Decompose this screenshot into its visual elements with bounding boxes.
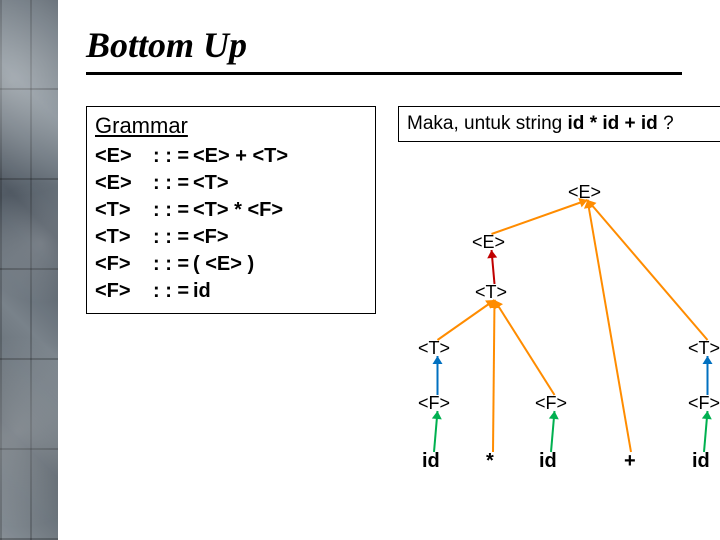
grammar-rule: <F>: : =( <E> ) bbox=[95, 251, 367, 278]
rule-op: : : = bbox=[153, 170, 193, 197]
grammar-box: Grammar <E>: : =<E> + <T><E>: : =<T><T>:… bbox=[86, 106, 376, 314]
tree-node: <T> bbox=[475, 282, 507, 303]
tree-node: <T> bbox=[418, 338, 450, 359]
tree-node: <E> bbox=[472, 232, 505, 253]
tree-node: <T> bbox=[688, 338, 720, 359]
tree-node: <E> bbox=[568, 182, 601, 203]
question-prefix: Maka, untuk string bbox=[407, 113, 568, 134]
rule-rhs: <T> bbox=[193, 170, 229, 197]
grammar-rule: <T>: : =<F> bbox=[95, 224, 367, 251]
tree-node: <F> bbox=[535, 393, 567, 414]
rule-rhs: <E> + <T> bbox=[193, 143, 288, 170]
grammar-heading: Grammar bbox=[95, 113, 367, 139]
grammar-rule: <E>: : =<T> bbox=[95, 170, 367, 197]
rule-lhs: <F> bbox=[95, 278, 153, 305]
tree-node: <F> bbox=[418, 393, 450, 414]
parse-tree: <E> <E> <T> <T> <T> <F> <F> <F> id * id + id bbox=[398, 150, 720, 490]
rule-op: : : = bbox=[153, 278, 193, 305]
grammar-rules: <E>: : =<E> + <T><E>: : =<T><T>: : =<T> … bbox=[95, 143, 367, 305]
rule-op: : : = bbox=[153, 251, 193, 278]
tree-node: <F> bbox=[688, 393, 720, 414]
slide-content: Bottom Up Grammar <E>: : =<E> + <T><E>: … bbox=[58, 0, 720, 540]
grammar-rule: <E>: : =<E> + <T> bbox=[95, 143, 367, 170]
rule-lhs: <E> bbox=[95, 170, 153, 197]
grammar-rule: <F>: : =id bbox=[95, 278, 367, 305]
tree-leaf: id bbox=[422, 450, 440, 473]
rule-op: : : = bbox=[153, 224, 193, 251]
rule-lhs: <T> bbox=[95, 197, 153, 224]
tree-leaf: id bbox=[692, 450, 710, 473]
tree-leaf: id bbox=[539, 450, 557, 473]
tree-leaf: * bbox=[486, 450, 494, 473]
rule-lhs: <T> bbox=[95, 224, 153, 251]
rule-rhs: ( <E> ) bbox=[193, 251, 254, 278]
question-suffix: ? bbox=[658, 113, 674, 134]
rule-op: : : = bbox=[153, 143, 193, 170]
question-box: Maka, untuk string id * id + id ? bbox=[398, 106, 720, 142]
tree-edges bbox=[398, 150, 720, 490]
rule-rhs: <F> bbox=[193, 224, 229, 251]
question-expression: id * id + id bbox=[568, 113, 658, 134]
rule-rhs: id bbox=[193, 278, 211, 305]
title-underline bbox=[86, 72, 682, 75]
tree-leaf: + bbox=[624, 450, 636, 473]
rule-lhs: <F> bbox=[95, 251, 153, 278]
rule-lhs: <E> bbox=[95, 143, 153, 170]
rule-op: : : = bbox=[153, 197, 193, 224]
rule-rhs: <T> * <F> bbox=[193, 197, 283, 224]
grammar-rule: <T>: : =<T> * <F> bbox=[95, 197, 367, 224]
decorative-sidebar bbox=[0, 0, 58, 540]
slide-title: Bottom Up bbox=[86, 24, 700, 66]
